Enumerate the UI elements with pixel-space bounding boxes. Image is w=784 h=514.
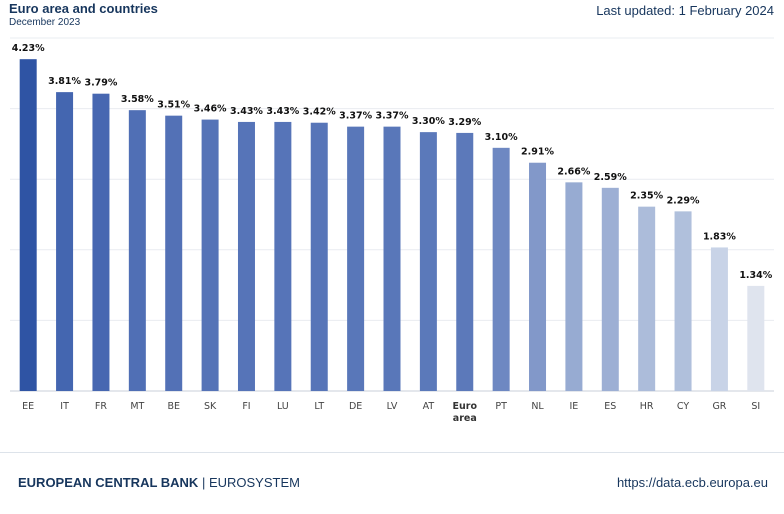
bar-ie[interactable] [565, 182, 583, 391]
x-tick-label: SI [751, 401, 760, 412]
data-label: 2.29% [667, 195, 700, 206]
x-tick-label: IE [569, 401, 578, 412]
bar-es[interactable] [601, 187, 619, 391]
brand-separator: | [198, 475, 209, 490]
last-updated: Last updated: 1 February 2024 [596, 3, 774, 18]
data-label: 3.46% [194, 104, 227, 115]
brand-text: EUROPEAN CENTRAL BANK | EUROSYSTEM [18, 475, 300, 490]
bar-gr[interactable] [710, 247, 728, 391]
x-tick-label: LT [314, 401, 324, 412]
x-tick-label: LU [277, 401, 289, 412]
bar-hr[interactable] [638, 206, 656, 391]
bar-at[interactable] [419, 132, 437, 391]
data-label: 2.35% [630, 191, 663, 202]
bar-nl[interactable] [529, 162, 547, 391]
bar-mt[interactable] [128, 110, 146, 392]
x-tick-label: SK [204, 401, 217, 412]
x-tick-label: BE [167, 401, 180, 412]
bar-it[interactable] [56, 92, 74, 392]
bar-pt[interactable] [492, 147, 510, 391]
x-tick-label: MT [130, 401, 144, 412]
data-label: 3.29% [448, 117, 481, 128]
data-label: 4.23% [12, 43, 45, 54]
bar-de[interactable] [347, 126, 365, 392]
bar-cy[interactable] [674, 211, 692, 391]
bar-lt[interactable] [310, 122, 328, 391]
data-label: 3.79% [84, 78, 117, 89]
data-label: 3.37% [376, 111, 409, 122]
data-label: 3.51% [157, 100, 190, 111]
bar-fi[interactable] [237, 121, 255, 392]
x-tick-label: DE [349, 401, 362, 412]
x-tick-label: PT [495, 401, 507, 412]
x-tick-label: EE [22, 401, 34, 412]
data-label: 3.43% [266, 106, 299, 117]
bar-lu[interactable] [274, 121, 292, 392]
x-tick-label: FR [95, 401, 107, 412]
data-label: 2.66% [557, 166, 590, 177]
brand-main: EUROPEAN CENTRAL BANK [18, 475, 199, 490]
x-tick-label: ES [604, 401, 616, 412]
bar-ee[interactable] [19, 59, 37, 392]
x-tick-label: area [453, 413, 477, 424]
x-tick-label: NL [531, 401, 544, 412]
bar-euro-area[interactable] [456, 132, 474, 391]
x-tick-label: AT [423, 401, 435, 412]
x-tick-label: IT [60, 401, 69, 412]
x-tick-label: Euro [453, 401, 478, 412]
data-label: 3.37% [339, 111, 372, 122]
x-tick-label: LV [387, 401, 398, 412]
data-label: 2.59% [594, 172, 627, 183]
bar-lv[interactable] [383, 126, 401, 392]
bar-chart: 4.23% EE 3.81% IT 3.79% FR 3.58% MT 3.51% BE 3.46%… [10, 37, 774, 424]
data-label: 3.42% [303, 107, 336, 118]
data-label: 3.10% [485, 132, 518, 143]
footer-divider [0, 452, 784, 453]
bar-be[interactable] [165, 115, 183, 391]
data-label: 3.81% [48, 76, 81, 87]
data-label: 3.43% [230, 106, 263, 117]
bar-si[interactable] [747, 285, 765, 391]
data-label: 3.30% [412, 116, 445, 127]
data-label: 1.83% [703, 231, 736, 242]
brand-sub: EUROSYSTEM [208, 475, 300, 490]
data-label: 1.34% [739, 270, 772, 281]
bar-fr[interactable] [92, 93, 110, 391]
source-link[interactable]: https://data.ecb.europa.eu [616, 475, 768, 490]
x-tick-label: FI [242, 401, 250, 412]
x-tick-label: GR [712, 401, 726, 412]
data-label: 3.58% [121, 94, 154, 105]
chart-title: Euro area and countries [9, 1, 158, 16]
x-tick-label: HR [640, 401, 654, 412]
chart-subtitle: December 2023 [9, 17, 81, 28]
x-tick-label: CY [677, 401, 689, 412]
data-label: 2.91% [521, 147, 554, 158]
bar-sk[interactable] [201, 119, 219, 392]
